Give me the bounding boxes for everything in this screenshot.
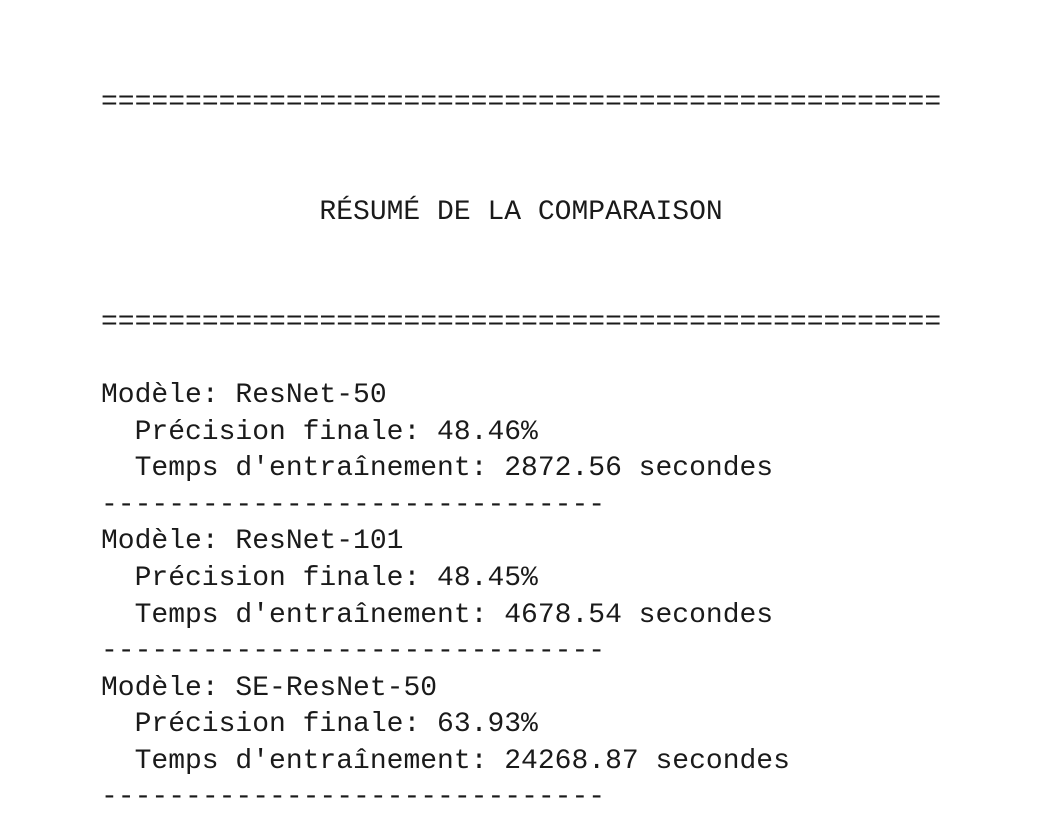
rule: ------------------------------ [101, 489, 606, 521]
model-name: Modèle: SE-ResNet-50 [101, 672, 438, 704]
model-precision: Précision finale: 48.45% [134, 562, 538, 594]
rule: ========================================… [101, 306, 942, 338]
page: ========================================… [101, 87, 942, 814]
model-precision: Précision finale: 48.46% [134, 416, 538, 448]
model-precision: Précision finale: 63.93% [134, 709, 538, 741]
title: RÉSUMÉ DE LA COMPARAISON [319, 196, 723, 228]
rule: ------------------------------ [101, 782, 606, 814]
model-name: Modèle: ResNet-101 [101, 526, 404, 558]
model-time: Temps d'entraînement: 2872.56 secondes [134, 453, 774, 485]
model-name: Modèle: ResNet-50 [101, 379, 387, 411]
model-time: Temps d'entraînement: 4678.54 secondes [134, 599, 774, 631]
console-output: ========================================… [101, 12, 941, 817]
model-time: Temps d'entraînement: 24268.87 secondes [134, 745, 790, 777]
rule: ========================================… [101, 87, 942, 119]
rule: ------------------------------ [101, 636, 606, 668]
